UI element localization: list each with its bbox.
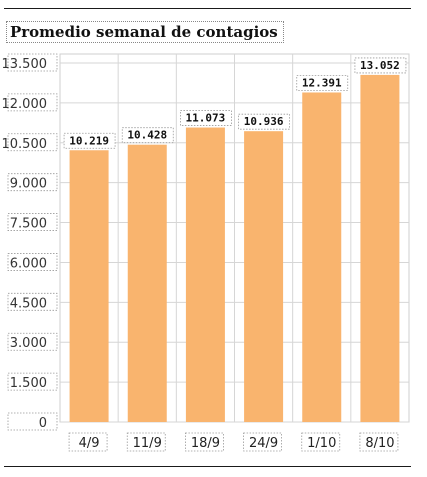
bar: [302, 92, 342, 423]
x-tick-label: 4/9: [79, 436, 100, 451]
x-tick-box: [185, 432, 224, 452]
y-tick-box: [7, 173, 58, 192]
data-label-box: [354, 57, 407, 74]
data-label-box: [296, 75, 349, 91]
data-label: 10.936: [244, 115, 284, 128]
x-tick-label: 8/10: [365, 436, 394, 451]
y-tick-label: 0: [39, 416, 47, 431]
x-tick-label: 11/9: [133, 436, 162, 451]
y-tick-label: 4.500: [10, 296, 47, 311]
y-tick-box: [7, 133, 58, 152]
chart-title: Promedio semanal de contagios: [6, 21, 284, 43]
y-tick-box: [7, 292, 58, 311]
y-tick-label: 13.500: [2, 57, 48, 72]
data-label-box: [63, 132, 116, 149]
y-tick-label: 6.000: [10, 256, 47, 271]
x-tick-label: 18/9: [191, 436, 220, 451]
x-tick-label: 1/10: [307, 436, 336, 451]
bar: [69, 150, 109, 422]
data-label: 11.073: [186, 112, 226, 125]
y-tick-label: 10.500: [2, 137, 48, 152]
x-tick-box: [126, 432, 166, 452]
data-label: 10.219: [69, 134, 109, 147]
data-label-box: [121, 127, 174, 144]
y-tick-label: 3.000: [10, 336, 47, 351]
y-tick-label: 7.500: [10, 217, 47, 232]
y-tick-label: 1.500: [10, 376, 47, 391]
x-tick-box: [359, 432, 399, 452]
bar: [127, 144, 167, 422]
y-tick-box: [7, 53, 58, 72]
y-tick-box: [7, 253, 58, 271]
bar: [185, 127, 225, 422]
data-label: 13.052: [360, 59, 400, 72]
bar: [360, 74, 400, 422]
x-tick-box: [243, 432, 282, 452]
data-label: 10.428: [127, 129, 167, 142]
top-rule: [4, 8, 411, 9]
x-tick-label: 24/9: [249, 436, 278, 451]
data-label: 12.391: [302, 76, 342, 89]
data-label-box: [238, 113, 290, 130]
y-tick-box: [7, 372, 58, 391]
y-tick-box: [7, 412, 58, 431]
x-tick-box: [301, 432, 341, 452]
y-tick-label: 12.000: [2, 97, 48, 112]
y-tick-box: [7, 332, 58, 351]
bar: [244, 131, 284, 422]
y-tick-box: [7, 93, 58, 112]
bottom-rule: [4, 466, 411, 467]
x-tick-box: [68, 432, 108, 452]
y-tick-label: 9.000: [10, 177, 47, 192]
data-label-box: [180, 110, 232, 126]
y-tick-box: [7, 213, 58, 231]
